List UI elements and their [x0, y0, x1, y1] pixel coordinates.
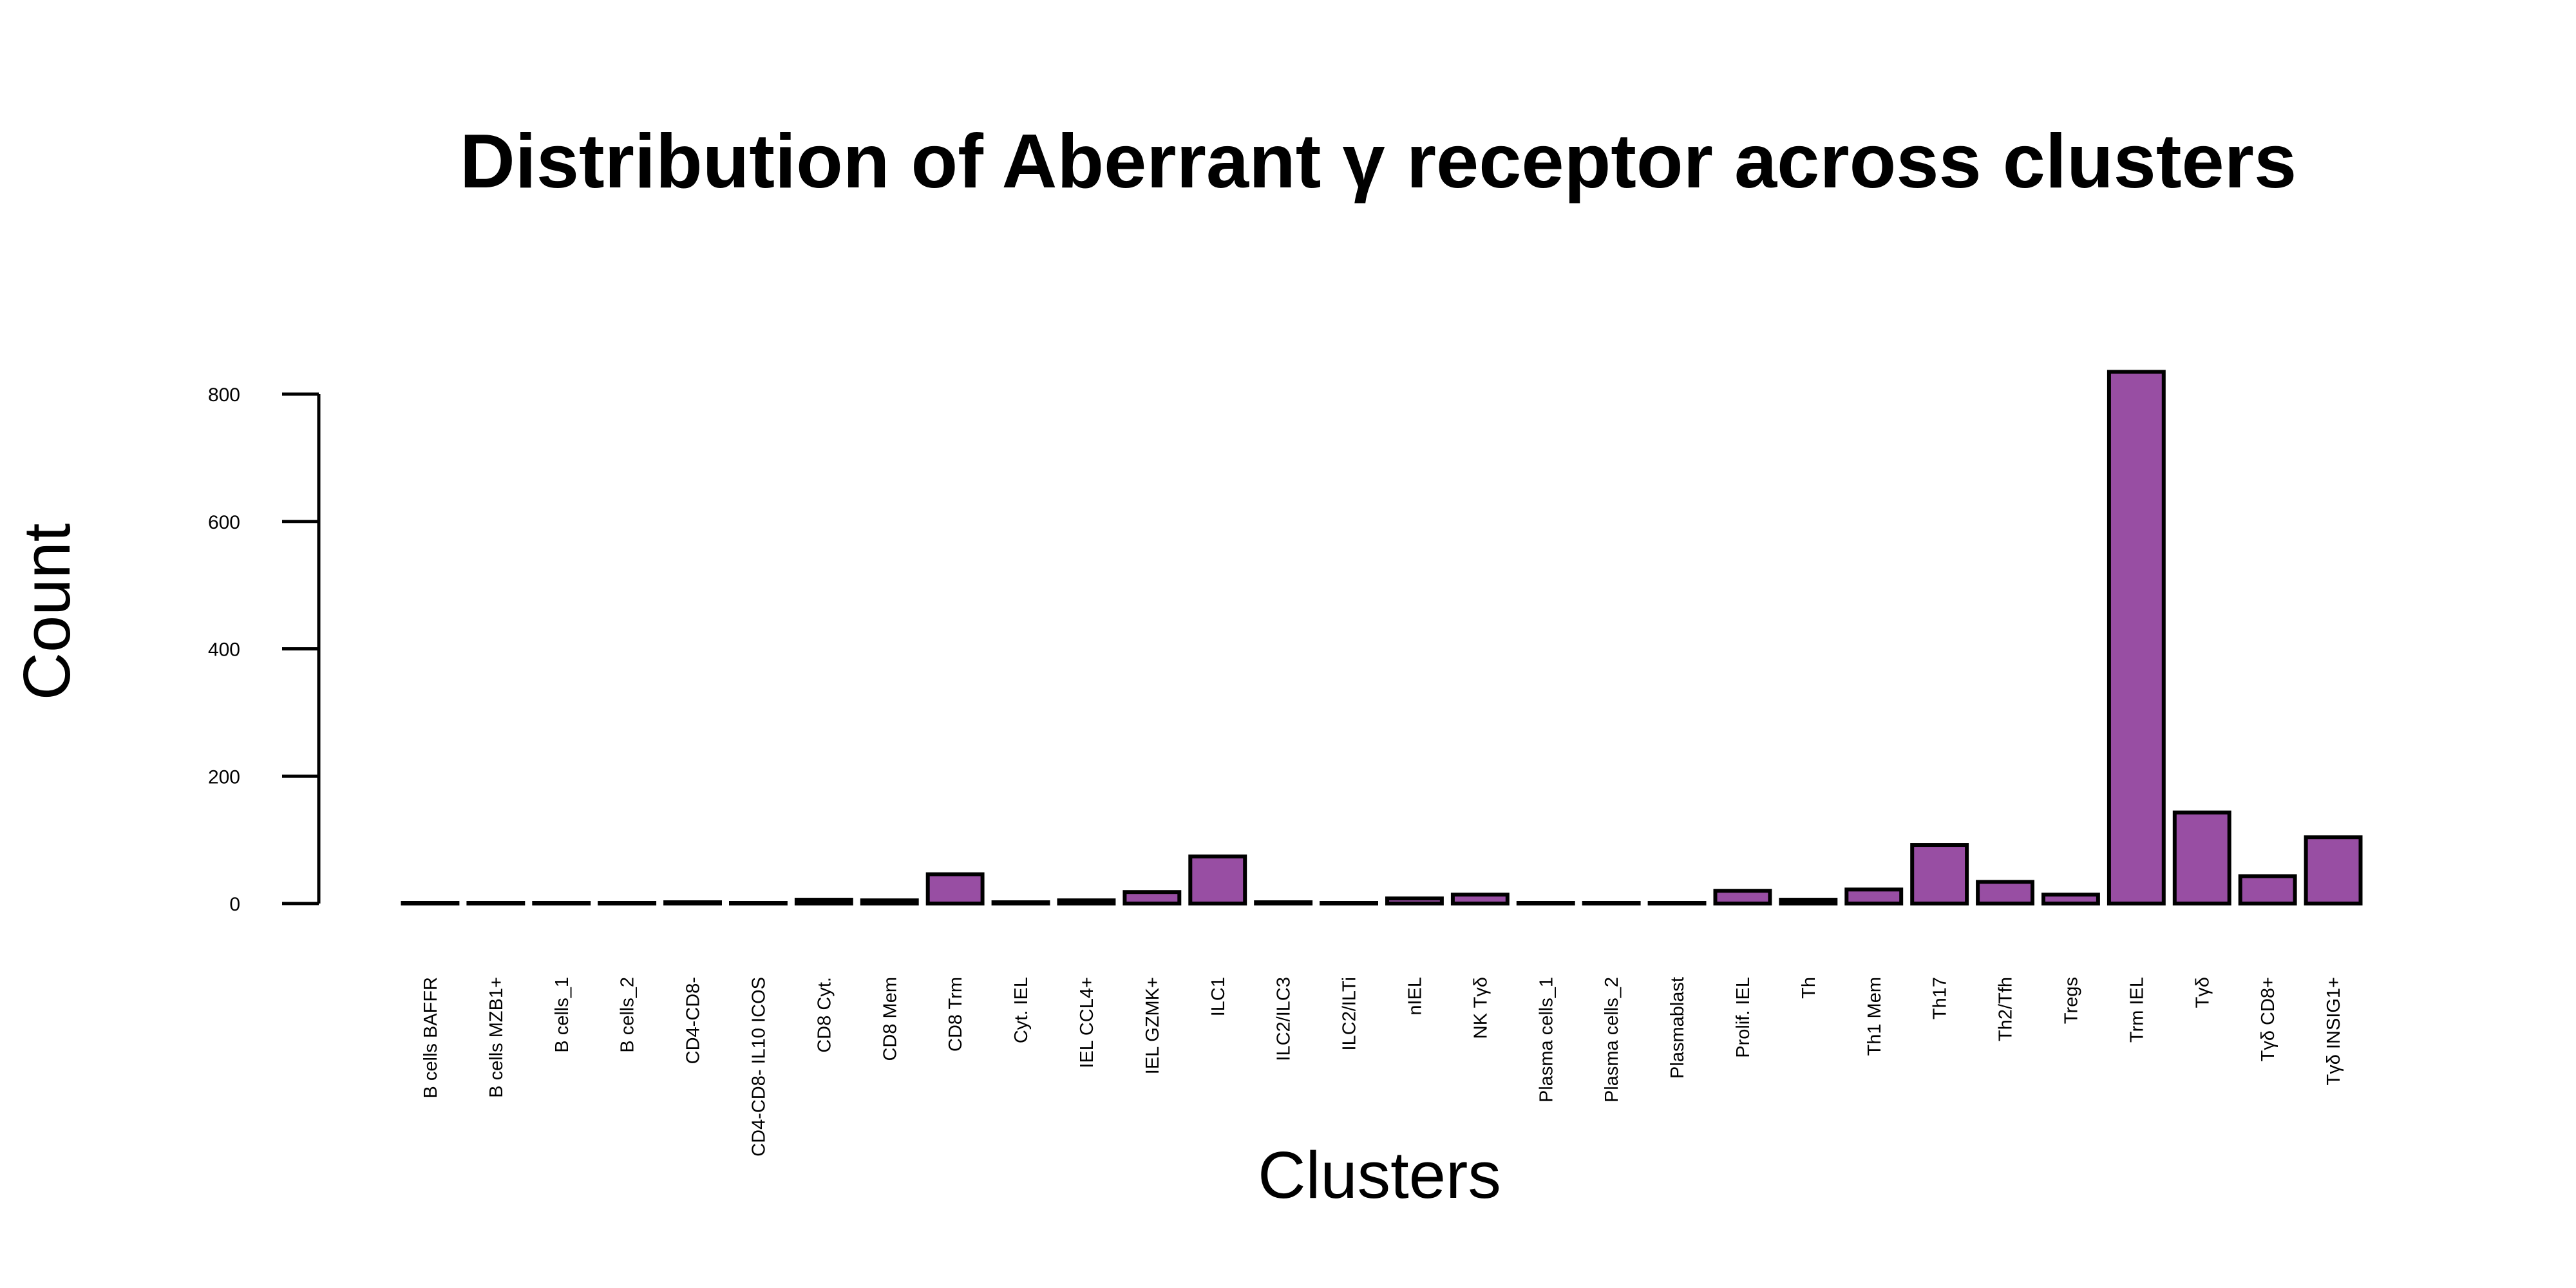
bar: [2107, 370, 2166, 905]
bar: [466, 901, 526, 906]
x-tick-label: ILC1: [1208, 977, 1229, 1016]
x-tick-label: B cells_1: [552, 977, 573, 1053]
bar: [794, 898, 853, 906]
bar: [1450, 893, 1510, 905]
x-tick-label: CD8 Mem: [880, 977, 900, 1061]
bar: [729, 901, 788, 906]
bar: [1320, 901, 1378, 906]
x-tick-label: Tγδ INSIG1+: [2324, 977, 2344, 1085]
bar: [1910, 843, 1969, 906]
x-tick-label: Th2/Tfh: [1996, 977, 2016, 1041]
bar: [2304, 835, 2363, 906]
bar: [1516, 901, 1575, 906]
y-axis-title: Count: [10, 524, 84, 701]
x-tick-label: IEL GZMK+: [1142, 977, 1163, 1074]
x-tick-label: B cells BAFFR: [421, 977, 441, 1099]
bar: [1844, 887, 1904, 906]
x-tick-label: Plasmablast: [1667, 977, 1688, 1079]
x-tick-label: ILC2/ILTi: [1340, 977, 1360, 1050]
x-tick-label: Tregs: [2061, 977, 2081, 1024]
y-tick-label: 0: [229, 894, 240, 915]
x-tick-label: B cells_2: [618, 977, 638, 1053]
x-tick-label: IEL CCL4+: [1077, 977, 1097, 1068]
bars: [401, 370, 2363, 906]
bar: [1713, 889, 1772, 905]
x-axis-title: Clusters: [1258, 1138, 1501, 1212]
x-tick-label: CD4-CD8-: [683, 977, 704, 1064]
x-tick-label: Cyt. IEL: [1011, 977, 1032, 1043]
x-tick-label: ILC2/ILC3: [1274, 977, 1294, 1061]
bar: [860, 898, 919, 906]
x-tick-label: CD4-CD8- IL10 ICOS: [748, 977, 769, 1157]
y-tick-label: 400: [208, 639, 240, 661]
x-tick-label: Th1 Mem: [1864, 977, 1885, 1056]
chart-title: Distribution of Aberrant γ receptor acro…: [460, 118, 2297, 204]
bar: [2041, 893, 2100, 905]
y-tick-label: 600: [208, 512, 240, 533]
bar: [2238, 874, 2297, 906]
bar: [1976, 880, 2034, 905]
x-tick-label: B cells MZB1+: [486, 977, 507, 1098]
x-tick-label: Th: [1799, 977, 1819, 999]
y-axis: 0 200 400 600 800: [208, 384, 321, 915]
bar: [1385, 896, 1444, 905]
bar: [1582, 901, 1641, 906]
bar: [2172, 810, 2231, 906]
x-axis-labels: B cells BAFFR B cells MZB1+ B cells_1 B cel…: [421, 977, 2344, 1157]
bar: [925, 872, 985, 905]
bar: [532, 901, 591, 906]
bar: [1057, 898, 1116, 906]
x-tick-label: CD8 Trm: [945, 977, 966, 1052]
x-tick-label: CD8 Cyt.: [814, 977, 835, 1053]
bar: [991, 900, 1050, 905]
x-tick-label: NK Tγδ: [1470, 977, 1491, 1039]
bar: [1647, 901, 1707, 906]
x-tick-label: Plasma cells_1: [1536, 977, 1557, 1103]
bar: [663, 900, 722, 905]
x-tick-label: Trm IEL: [2126, 977, 2147, 1043]
y-tick-label: 200: [208, 766, 240, 788]
x-tick-label: Tγδ: [2192, 977, 2213, 1008]
bar: [1188, 854, 1247, 906]
x-tick-label: Th17: [1930, 977, 1951, 1019]
x-tick-label: nIEL: [1405, 977, 1425, 1016]
x-tick-label: Tγδ CD8+: [2258, 977, 2278, 1061]
x-tick-label: Plasma cells_2: [1602, 977, 1622, 1103]
x-tick-label: Prolif. IEL: [1733, 977, 1754, 1058]
bar: [1779, 898, 1838, 906]
bar: [598, 901, 657, 906]
bar: [1122, 890, 1182, 906]
bar: [401, 901, 460, 906]
bar: [1254, 900, 1313, 905]
y-tick-label: 800: [208, 384, 240, 406]
